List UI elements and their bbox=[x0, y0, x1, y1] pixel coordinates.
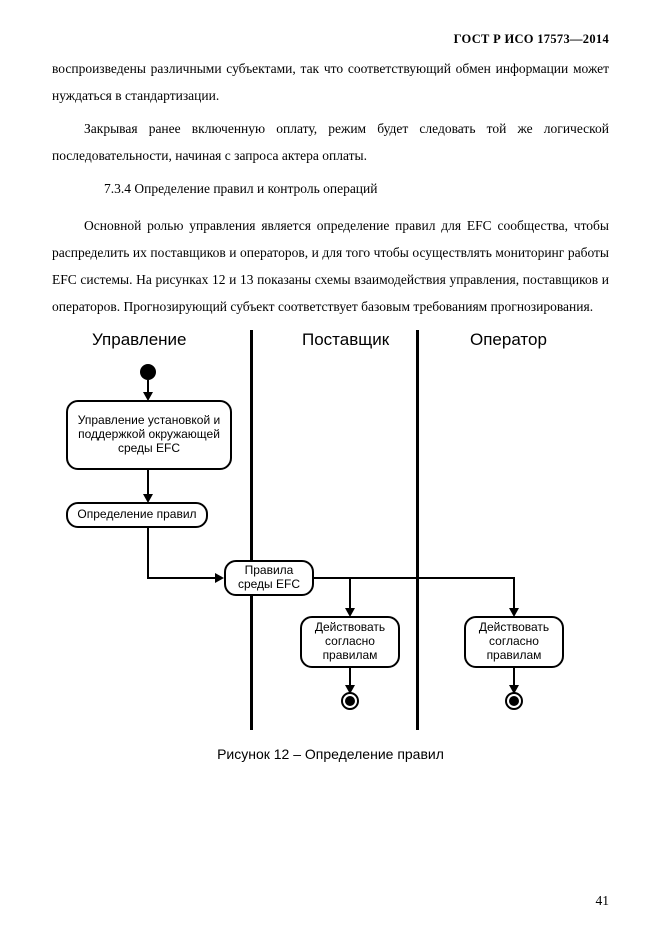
column-header-3: Оператор bbox=[470, 330, 547, 350]
page-number: 41 bbox=[596, 893, 610, 909]
connector bbox=[349, 577, 351, 610]
column-header-1: Управление bbox=[92, 330, 187, 350]
column-header-2: Поставщик bbox=[302, 330, 389, 350]
activity-box-act-per-rules-operator: Действовать согласно правилам bbox=[464, 616, 564, 668]
activity-box-define-rules: Определение правил bbox=[66, 502, 208, 528]
connector bbox=[513, 577, 515, 610]
section-heading: 7.3.4 Определение правил и контроль опер… bbox=[52, 175, 609, 202]
connector bbox=[147, 528, 149, 578]
figure-12-flowchart: Управление Поставщик Оператор Управление… bbox=[52, 330, 612, 740]
figure-caption: Рисунок 12 – Определение правил bbox=[52, 746, 609, 762]
arrow-right-icon bbox=[215, 573, 224, 583]
connector bbox=[314, 577, 514, 579]
connector bbox=[147, 577, 217, 579]
page: ГОСТ Р ИСО 17573—2014 воспроизведены раз… bbox=[0, 0, 661, 935]
activity-box-environment-setup: Управление установкой и поддержкой окруж… bbox=[66, 400, 232, 470]
document-header: ГОСТ Р ИСО 17573—2014 bbox=[52, 32, 609, 47]
end-node-icon bbox=[505, 692, 523, 710]
connector bbox=[147, 470, 149, 496]
paragraph: Основной ролью управления является опред… bbox=[52, 212, 609, 320]
paragraph-continuation: воспроизведены различными субъектами, та… bbox=[52, 55, 609, 109]
swimlane-divider bbox=[416, 330, 419, 730]
end-node-icon bbox=[341, 692, 359, 710]
start-node-icon bbox=[140, 364, 156, 380]
swimlane-divider bbox=[250, 330, 253, 730]
object-box-efc-rules: Правила среды EFC bbox=[224, 560, 314, 596]
activity-box-act-per-rules-supplier: Действовать согласно правилам bbox=[300, 616, 400, 668]
paragraph: Закрывая ранее включенную оплату, режим … bbox=[52, 115, 609, 169]
